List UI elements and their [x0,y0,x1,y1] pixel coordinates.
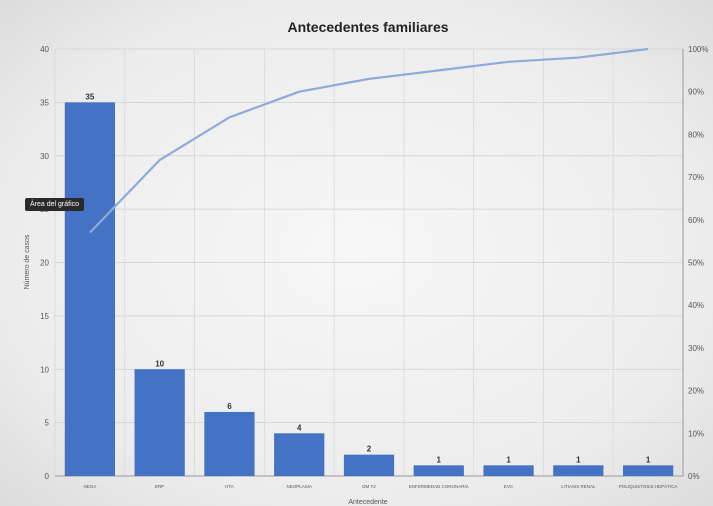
bar-1[interactable] [134,369,185,476]
x-tick-label: ENFERMEDAD CORONARIA [409,484,469,489]
bar-label-6: 1 [506,455,511,464]
y2-tick-label: 100% [688,45,708,54]
y2-tick-label: 10% [688,429,704,438]
bar-label-7: 1 [576,455,581,464]
y-tick-label: 30 [40,152,49,161]
bar-label-0: 35 [85,92,94,101]
bar-0[interactable] [64,102,116,476]
y2-tick-label: 50% [688,259,704,268]
y2-tick-label: 80% [688,130,704,139]
y2-tick-label: 40% [688,301,704,310]
y-tick-label: 20 [40,259,49,268]
bar-6[interactable] [483,465,534,476]
y-axis-ticks: 0510152025303540 [40,45,49,481]
cumulative-percent-line[interactable] [89,47,649,234]
bar-8[interactable] [622,465,674,476]
y-tick-label: 35 [40,98,49,107]
y-tick-label: 40 [40,45,49,54]
bars[interactable] [64,102,674,476]
bar-label-8: 1 [646,455,651,464]
y2-axis-ticks: 0% 10% 20% 30% 40% 50% 60% 70% 80% 90% 100% [688,45,708,481]
y-tick-label: 10 [40,365,49,374]
bar-label-1: 10 [155,359,164,368]
x-tick-label: HTA [225,484,234,489]
x-tick-label: ERP [155,484,164,489]
bar-label-4: 2 [367,445,372,454]
y2-tick-label: 70% [688,173,704,182]
x-tick-label: NEOPLASIA [286,484,312,489]
data-labels: 35 10 6 4 2 1 1 1 1 [85,92,650,464]
x-tick-label: NEGA [84,484,97,489]
bar-7[interactable] [553,465,604,476]
y2-tick-label: 30% [688,344,704,353]
x-tick-label: LITIASIS RENAL [561,484,596,489]
y-tick-label: 15 [40,312,49,321]
bar-label-2: 6 [227,402,232,411]
gridlines [54,48,684,477]
bar-4[interactable] [343,454,395,476]
chart-area-tooltip: Área del gráfico [25,198,85,211]
y2-tick-label: 0% [688,472,700,481]
x-tick-label: DM T2 [362,484,376,489]
cumulative-line[interactable] [89,47,649,234]
x-axis-title: Antecedente [348,499,387,506]
y-tick-label: 0 [45,472,50,481]
y-tick-label: 5 [45,419,50,428]
y2-tick-label: 90% [688,88,704,97]
y-axis-title: Número de casos [24,234,31,289]
bar-label-3: 4 [297,423,302,432]
y2-tick-label: 60% [688,216,704,225]
bar-5[interactable] [413,465,464,476]
x-axis-ticks: NEGA ERP HTA NEOPLASIA DM T2 ENFERMEDAD CORON… [84,483,678,489]
x-tick-label: EVC [504,484,514,489]
x-tick-label: POLIQUISTOSIS HEPÁTICA [619,483,677,489]
y2-tick-label: 20% [688,387,704,396]
bar-2[interactable] [204,411,255,476]
chart-title: Antecedentes familiares [287,19,448,35]
bar-3[interactable] [274,433,325,476]
bar-label-5: 1 [437,455,442,464]
